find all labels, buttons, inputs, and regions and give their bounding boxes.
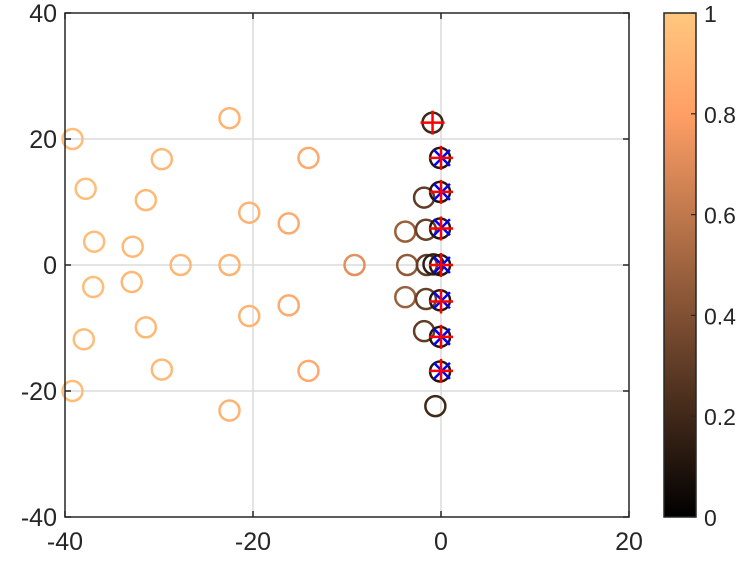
circle-marker [61, 379, 84, 403]
colorbar-tick-label: 0.2 [704, 404, 736, 430]
circle-marker [121, 235, 144, 258]
circle-marker [150, 358, 174, 381]
circle-marker [74, 177, 97, 201]
x-tick-label: 20 [615, 528, 643, 556]
circle-marker [120, 270, 143, 294]
plus-marker [429, 145, 453, 170]
y-tick-label: -40 [21, 504, 57, 532]
circle-marker [412, 319, 436, 343]
plus-marker [420, 110, 445, 135]
circle-marker [218, 106, 241, 130]
circle-marker [414, 287, 438, 311]
colorbar-tick-label: 1 [704, 1, 717, 27]
x-tick-label: -40 [47, 528, 83, 556]
circle-marker [343, 253, 366, 277]
plus-marker [429, 358, 453, 383]
circle-marker [72, 328, 96, 351]
circle-marker [218, 253, 241, 277]
circle-marker [61, 127, 84, 151]
y-tick-label: 0 [43, 252, 57, 280]
circle-marker [237, 304, 261, 328]
data-points [61, 106, 453, 422]
plus-marker [429, 216, 453, 241]
circle-marker [297, 359, 320, 383]
x-tick-label: -20 [235, 528, 271, 556]
circle-marker [237, 201, 261, 224]
circle-marker [297, 146, 320, 170]
y-tick-label: 40 [29, 0, 57, 28]
axes: -40 -20 0 20 -40 -20 0 20 40 [21, 0, 643, 556]
circle-marker [134, 316, 158, 339]
colorbar-gradient [663, 12, 697, 518]
plus-marker [429, 289, 453, 314]
circle-marker [169, 253, 192, 277]
colorbar: 0 0.2 0.4 0.6 0.8 1 [663, 1, 736, 531]
circle-marker [414, 218, 438, 241]
circle-marker [412, 186, 436, 209]
circle-marker [82, 230, 106, 253]
circle-marker [277, 294, 300, 317]
colorbar-tick-label: 0.8 [704, 102, 736, 128]
circle-marker [424, 394, 447, 418]
plus-marker [429, 324, 453, 349]
circle-marker [218, 399, 241, 422]
x-tick-label: 0 [434, 528, 448, 556]
plus-marker [429, 253, 453, 277]
colorbar-tick-label: 0 [704, 505, 717, 531]
circle-marker [134, 188, 158, 212]
circle-marker [81, 275, 105, 299]
colorbar-tick-label: 0.4 [704, 303, 736, 329]
plus-marker [429, 179, 453, 204]
y-tick-label: -20 [21, 378, 57, 406]
y-tick-label: 20 [29, 126, 57, 154]
circle-marker [277, 212, 300, 235]
circle-marker [150, 147, 174, 171]
colorbar-tick-label: 0.6 [704, 203, 736, 229]
